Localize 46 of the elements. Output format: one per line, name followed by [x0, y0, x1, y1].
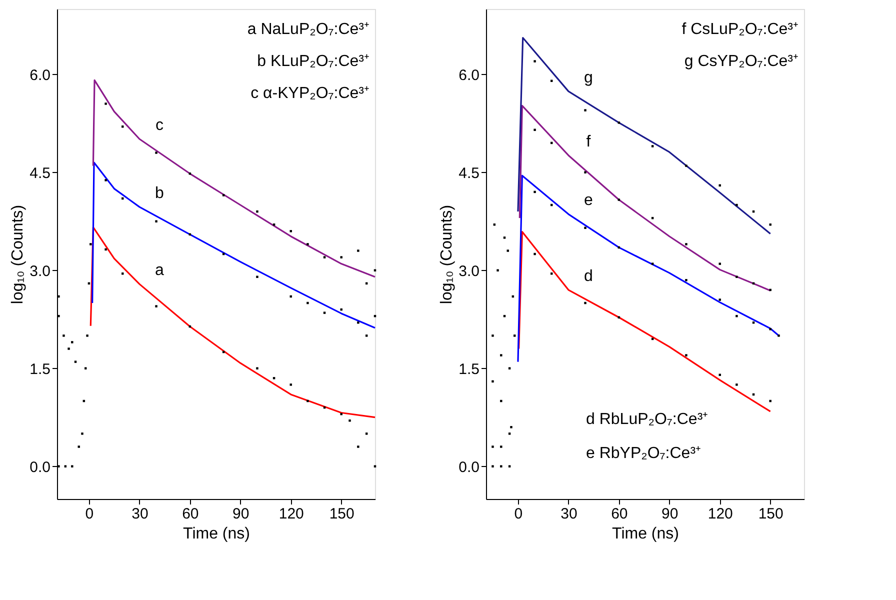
- x-tick-label: 30: [560, 506, 578, 522]
- series-label: f: [586, 133, 592, 150]
- y-tick-label: 6.0: [30, 66, 50, 84]
- x-tick-label: 30: [132, 506, 148, 522]
- y-tick-label: 0.0: [30, 458, 50, 476]
- y-tick-label: 4.5: [458, 164, 480, 182]
- y-tick-label: 6.0: [458, 66, 480, 84]
- x-tick-label: 120: [708, 506, 733, 522]
- y-tick-label: 1.5: [30, 360, 50, 378]
- series-label: b: [154, 184, 164, 202]
- y-tick-label: 4.5: [30, 164, 50, 182]
- series-label: d: [584, 268, 593, 285]
- annotation: d RbLuP₂O₇:Ce³⁺: [586, 411, 708, 428]
- x-tick-label: 120: [278, 506, 304, 522]
- x-tick-label: 90: [232, 506, 250, 522]
- x-axis-title: Time (ns): [183, 526, 250, 542]
- line-series: [518, 230, 772, 412]
- line-series: [92, 162, 376, 329]
- annotation: e RbYP₂O₇:Ce³⁺: [586, 445, 701, 462]
- line-series: [518, 104, 772, 292]
- y-axis-title: log₁₀ (Counts): [438, 204, 456, 304]
- line-series: [90, 226, 376, 418]
- x-tick-label: 150: [758, 506, 784, 522]
- x-tick-label: 0: [85, 506, 94, 522]
- x-tick-label: 60: [611, 506, 628, 522]
- series-label: c: [155, 117, 164, 134]
- annotation: f CsLuP₂O₇:Ce³⁺: [682, 21, 798, 38]
- x-tick-label: 150: [329, 506, 354, 522]
- x-tick-label: 60: [182, 506, 199, 522]
- series-label: a: [154, 262, 164, 280]
- annotation: a NaLuP₂O₇:Ce³⁺: [247, 21, 369, 38]
- y-tick-label: 1.5: [458, 360, 480, 378]
- y-axis-title: log₁₀ (Counts): [10, 204, 27, 304]
- x-tick-label: 90: [662, 506, 678, 522]
- line-series: [517, 174, 780, 363]
- annotation: g CsYP₂O₇:Ce³⁺: [684, 53, 798, 70]
- annotation: c α-KYP₂O₇:Ce³⁺: [250, 85, 369, 102]
- y-tick-label: 0.0: [458, 458, 480, 476]
- series-label: e: [584, 192, 593, 210]
- line-series: [92, 79, 376, 278]
- series-label: g: [584, 69, 593, 86]
- x-tick-label: 0: [514, 506, 523, 522]
- y-tick-label: 3.0: [30, 262, 50, 280]
- x-axis-title: Time (ns): [612, 526, 679, 542]
- annotation: b KLuP₂O₇:Ce³⁺: [257, 53, 369, 70]
- y-tick-label: 3.0: [458, 262, 480, 280]
